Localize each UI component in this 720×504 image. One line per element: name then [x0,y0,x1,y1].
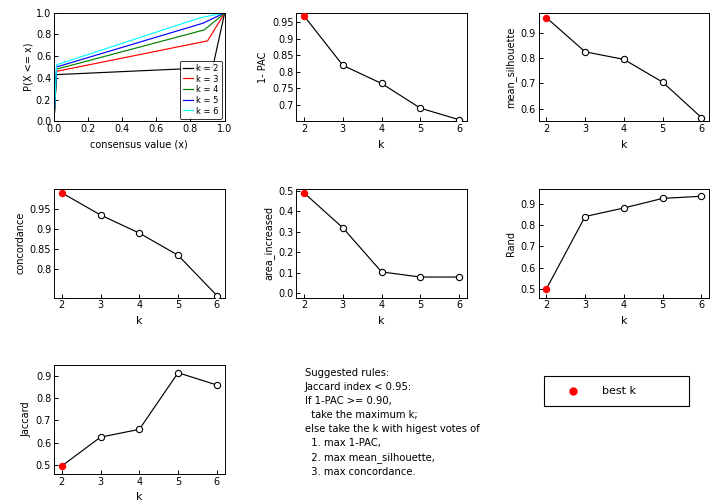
k = 6 [186,18,194,24]
Line: k = 3: k = 3 [54,13,225,121]
X-axis label: k: k [136,316,143,326]
k = 2 [50,118,58,124]
k = 4 [119,48,127,54]
Y-axis label: Jaccard: Jaccard [22,402,32,437]
X-axis label: k: k [621,316,627,326]
k = 5 [167,30,176,36]
Text: Suggested rules:
Jaccard index < 0.95:
If 1-PAC >= 0.90,
  take the maximum k;
e: Suggested rules: Jaccard index < 0.95: I… [305,368,480,477]
Line: k = 6: k = 6 [54,13,225,121]
k = 6 [167,24,176,30]
k = 2 [186,66,194,72]
k = 3 [183,42,192,48]
k = 3 [167,45,176,51]
k = 5 [183,25,192,31]
k = 3 [186,41,194,47]
k = 5 [67,59,76,66]
k = 2 [220,10,229,16]
Bar [544,376,688,406]
k = 6 [125,38,133,44]
k = 5 [125,42,133,48]
k = 2 [119,69,127,75]
Line: k = 4: k = 4 [54,13,225,121]
k = 3 [125,53,133,59]
Line: k = 5: k = 5 [54,13,225,121]
X-axis label: k: k [621,140,627,150]
k = 6 [220,10,229,16]
k = 6 [183,19,192,25]
X-axis label: k: k [378,316,385,326]
k = 3 [50,118,58,124]
k = 2 [67,71,76,77]
k = 5 [119,44,127,50]
k = 2 [167,67,176,73]
k = 2 [183,66,192,72]
k = 3 [220,10,229,16]
X-axis label: consensus value (x): consensus value (x) [91,140,188,150]
k = 4 [183,32,192,38]
k = 4 [125,47,133,53]
k = 4 [220,10,229,16]
k = 4 [67,62,76,68]
k = 3 [67,66,76,72]
X-axis label: k: k [378,140,385,150]
X-axis label: k: k [136,492,143,502]
k = 4 [167,36,176,42]
k = 4 [50,118,58,124]
Y-axis label: area_increased: area_increased [263,206,274,280]
Text: best k: best k [602,386,636,396]
k = 5 [220,10,229,16]
k = 2 [125,68,133,74]
k = 6 [50,118,58,124]
k = 5 [50,118,58,124]
Y-axis label: mean_silhouette: mean_silhouette [505,26,516,108]
k = 3 [119,55,127,61]
k = 5 [186,24,194,30]
Y-axis label: Rand: Rand [506,231,516,256]
Y-axis label: 1- PAC: 1- PAC [258,51,268,83]
Line: k = 2: k = 2 [54,13,225,121]
Legend: k = 2, k = 3, k = 4, k = 5, k = 6: k = 2, k = 3, k = 4, k = 5, k = 6 [179,60,222,119]
k = 6 [119,40,127,46]
Y-axis label: concordance: concordance [16,212,25,274]
Y-axis label: P(X <= x): P(X <= x) [23,43,33,91]
k = 4 [186,31,194,37]
k = 6 [67,57,76,63]
